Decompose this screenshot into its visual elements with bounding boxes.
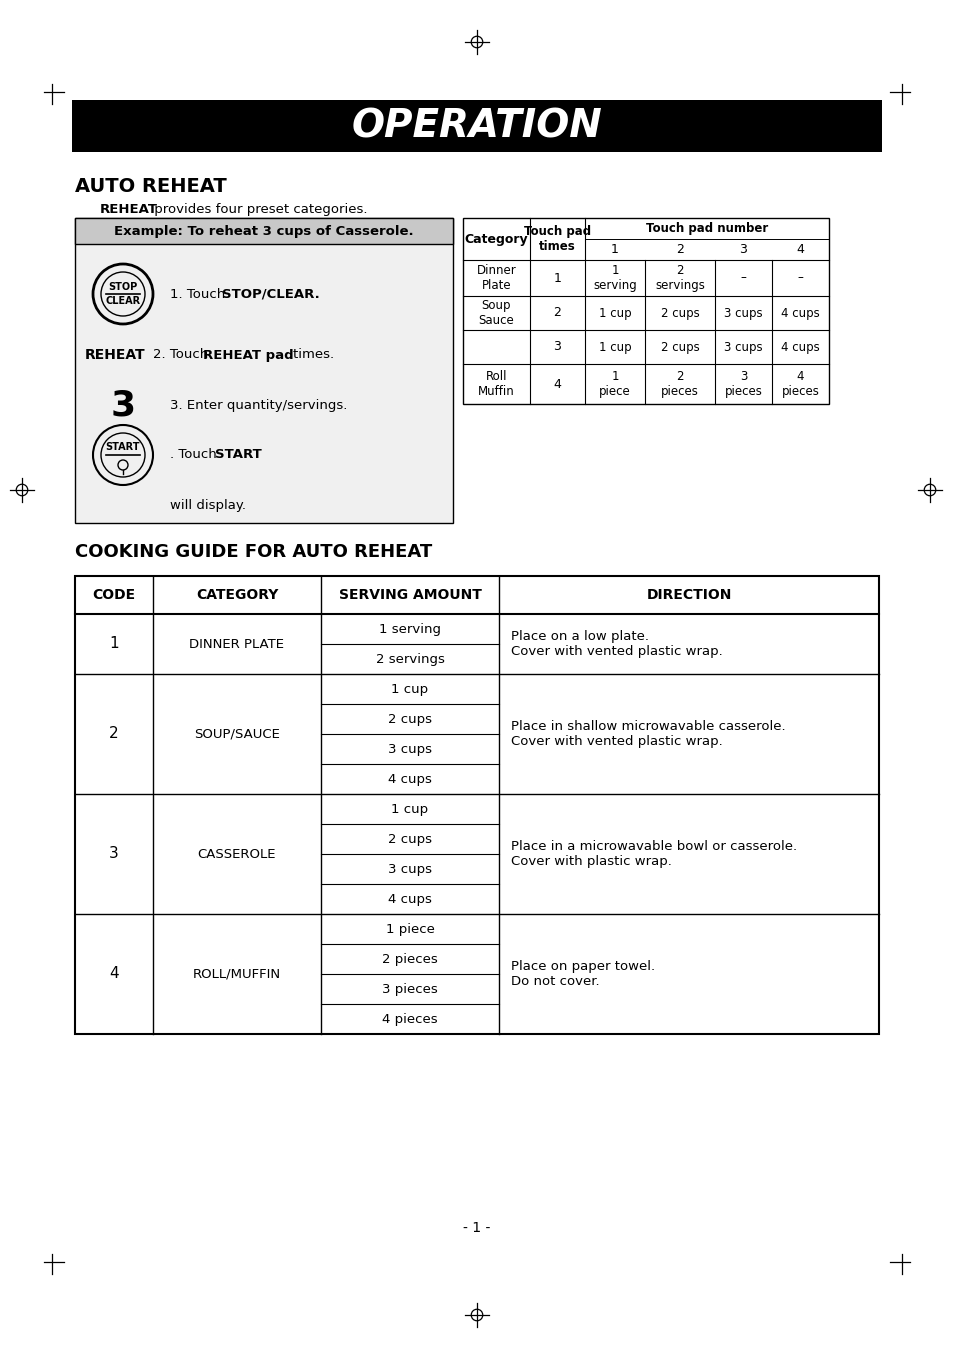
Text: REHEAT pad: REHEAT pad xyxy=(203,349,294,362)
Text: Place on a low plate.
Cover with vented plastic wrap.: Place on a low plate. Cover with vented … xyxy=(511,630,722,658)
Text: 4 cups: 4 cups xyxy=(781,307,819,319)
Text: Place on paper towel.
Do not cover.: Place on paper towel. Do not cover. xyxy=(511,961,655,988)
Text: 2 servings: 2 servings xyxy=(375,653,444,666)
Text: 1 cup: 1 cup xyxy=(391,682,428,696)
Text: 2 cups: 2 cups xyxy=(659,340,699,354)
Text: 4
pieces: 4 pieces xyxy=(781,370,819,399)
Text: 1
serving: 1 serving xyxy=(593,263,637,292)
Text: 2: 2 xyxy=(109,727,119,742)
Text: 1 serving: 1 serving xyxy=(378,623,440,635)
Text: START: START xyxy=(106,442,140,453)
Text: –: – xyxy=(797,272,802,285)
Text: 2: 2 xyxy=(553,307,561,319)
Text: START: START xyxy=(214,449,261,462)
Text: 2: 2 xyxy=(676,243,683,255)
Text: CODE: CODE xyxy=(92,588,135,603)
Text: ROLL/MUFFIN: ROLL/MUFFIN xyxy=(193,967,281,981)
Text: 4 cups: 4 cups xyxy=(388,893,432,905)
Text: SOUP/SAUCE: SOUP/SAUCE xyxy=(193,727,279,740)
Text: CASSEROLE: CASSEROLE xyxy=(197,847,276,861)
Text: Place in shallow microwavable casserole.
Cover with vented plastic wrap.: Place in shallow microwavable casserole.… xyxy=(511,720,785,748)
Text: DIRECTION: DIRECTION xyxy=(645,588,731,603)
Text: 2 cups: 2 cups xyxy=(388,832,432,846)
Text: STOP/CLEAR.: STOP/CLEAR. xyxy=(222,288,319,300)
Text: 3 cups: 3 cups xyxy=(723,307,762,319)
Text: times.: times. xyxy=(275,349,334,362)
Text: COOKING GUIDE FOR AUTO REHEAT: COOKING GUIDE FOR AUTO REHEAT xyxy=(75,543,432,561)
Text: OPERATION: OPERATION xyxy=(352,107,601,145)
Text: 4 pieces: 4 pieces xyxy=(382,1012,437,1025)
Text: CLEAR: CLEAR xyxy=(106,296,140,305)
Text: Category: Category xyxy=(464,232,528,246)
Text: - 1 -: - 1 - xyxy=(463,1221,490,1235)
Text: 1 cup: 1 cup xyxy=(598,307,631,319)
Text: REHEAT: REHEAT xyxy=(85,349,146,362)
Text: 2 cups: 2 cups xyxy=(388,712,432,725)
Text: AUTO REHEAT: AUTO REHEAT xyxy=(75,177,227,196)
Text: 4: 4 xyxy=(796,243,803,255)
Text: 1 cup: 1 cup xyxy=(598,340,631,354)
Text: Roll
Muffin: Roll Muffin xyxy=(477,370,515,399)
Text: Dinner
Plate: Dinner Plate xyxy=(476,263,516,292)
Text: DINNER PLATE: DINNER PLATE xyxy=(190,638,284,650)
Text: 4: 4 xyxy=(109,966,119,981)
Text: .: . xyxy=(250,449,253,462)
Text: Touch pad
times: Touch pad times xyxy=(523,226,591,253)
Text: 3
pieces: 3 pieces xyxy=(723,370,761,399)
Text: 1. Touch: 1. Touch xyxy=(170,288,230,300)
Text: 4 cups: 4 cups xyxy=(388,773,432,785)
Text: Place in a microwavable bowl or casserole.
Cover with plastic wrap.: Place in a microwavable bowl or casserol… xyxy=(511,840,797,867)
Text: 3: 3 xyxy=(553,340,561,354)
Text: 3 pieces: 3 pieces xyxy=(382,982,437,996)
Text: CATEGORY: CATEGORY xyxy=(195,588,278,603)
Text: 3: 3 xyxy=(739,243,746,255)
Text: 3 cups: 3 cups xyxy=(388,862,432,875)
Text: 4 cups: 4 cups xyxy=(781,340,819,354)
Text: SERVING AMOUNT: SERVING AMOUNT xyxy=(338,588,481,603)
Text: provides four preset categories.: provides four preset categories. xyxy=(150,203,367,216)
Text: 3 cups: 3 cups xyxy=(388,743,432,755)
Text: 1 piece: 1 piece xyxy=(385,923,434,935)
Bar xyxy=(75,218,453,523)
Text: STOP: STOP xyxy=(109,282,137,292)
Text: 1: 1 xyxy=(611,243,618,255)
Text: 3. Enter quantity/servings.: 3. Enter quantity/servings. xyxy=(170,399,347,412)
Text: 2
servings: 2 servings xyxy=(655,263,704,292)
Text: 3: 3 xyxy=(111,388,135,422)
Text: REHEAT: REHEAT xyxy=(100,203,158,216)
Text: 2 pieces: 2 pieces xyxy=(382,952,437,966)
Text: 1 cup: 1 cup xyxy=(391,802,428,816)
Bar xyxy=(462,218,828,404)
Text: –: – xyxy=(740,272,745,285)
Text: 2. Touch: 2. Touch xyxy=(152,349,213,362)
Text: 3: 3 xyxy=(109,847,119,862)
Text: 1
piece: 1 piece xyxy=(598,370,630,399)
Text: 2
pieces: 2 pieces xyxy=(660,370,699,399)
Text: 3 cups: 3 cups xyxy=(723,340,762,354)
Text: 4: 4 xyxy=(553,377,561,390)
Text: Soup
Sauce: Soup Sauce xyxy=(478,299,514,327)
Bar xyxy=(75,576,878,1034)
Text: Touch pad number: Touch pad number xyxy=(645,222,767,235)
Bar xyxy=(75,218,453,245)
Bar xyxy=(71,100,882,153)
Text: 1: 1 xyxy=(553,272,561,285)
Text: 1: 1 xyxy=(109,636,119,651)
Text: Example: To reheat 3 cups of Casserole.: Example: To reheat 3 cups of Casserole. xyxy=(114,224,414,238)
Text: will display.: will display. xyxy=(170,499,246,512)
Text: . Touch: . Touch xyxy=(170,449,221,462)
Text: 2 cups: 2 cups xyxy=(659,307,699,319)
